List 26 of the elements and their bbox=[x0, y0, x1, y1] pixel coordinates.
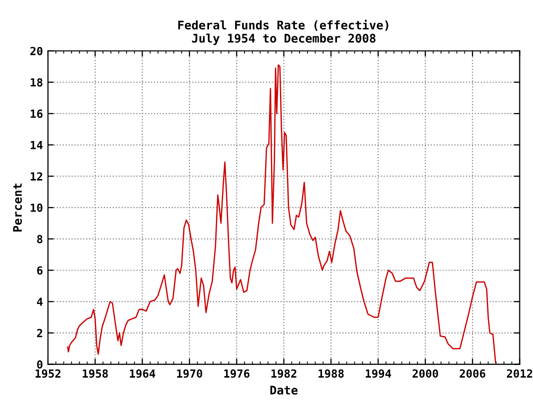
x-tick-label: 1952 bbox=[36, 369, 60, 378]
y-tick-label: 8 bbox=[37, 234, 42, 244]
x-tick-label: 2000 bbox=[412, 369, 438, 378]
line-series bbox=[67, 64, 496, 364]
x-tick-label: 1982 bbox=[271, 369, 296, 378]
y-tick-label: 4 bbox=[36, 298, 43, 306]
x-tick-label: 1994 bbox=[366, 369, 392, 378]
y-tick-label: 10 bbox=[30, 204, 42, 212]
x-tick-label: 2006 bbox=[460, 369, 486, 378]
y-tick-label: 20 bbox=[30, 46, 42, 56]
y-tick-label: 6 bbox=[37, 266, 43, 275]
x-axis-title: Date bbox=[270, 386, 298, 395]
x-tick-label: 1958 bbox=[82, 369, 108, 378]
x-tick-label: 1970 bbox=[177, 369, 202, 378]
y-tick-label: 12 bbox=[30, 172, 42, 180]
chart-title: Federal Funds Rate (effective) July 1954 to December 2008 bbox=[178, 20, 388, 45]
y-tick-label: 2 bbox=[37, 328, 42, 338]
x-tick-label: 2012 bbox=[506, 369, 532, 378]
y-tick-label: 16 bbox=[30, 110, 43, 118]
y-tick-label: 18 bbox=[30, 78, 42, 87]
y-tick-label: 14 bbox=[30, 141, 43, 150]
x-tick-label: 1976 bbox=[224, 369, 250, 378]
y-axis-title: Percent bbox=[13, 184, 22, 232]
y-tick-label: 0 bbox=[37, 360, 42, 369]
x-tick-label: 1988 bbox=[318, 369, 344, 378]
x-tick-label: 1964 bbox=[130, 369, 156, 378]
